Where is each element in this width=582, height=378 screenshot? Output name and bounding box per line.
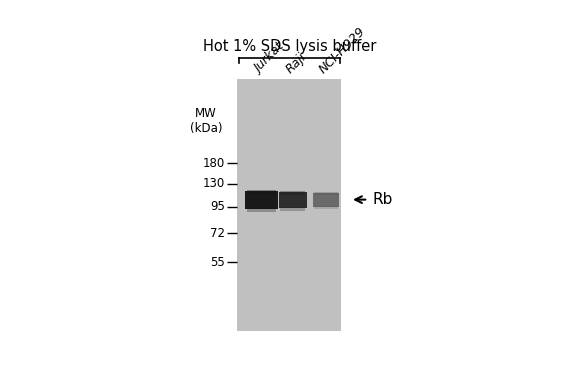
Bar [237, 79, 341, 331]
Text: 72: 72 [210, 226, 225, 240]
Text: 130: 130 [203, 177, 225, 190]
Text: 95: 95 [210, 200, 225, 214]
Text: 55: 55 [211, 256, 225, 269]
Bar [314, 192, 338, 195]
Bar [245, 191, 278, 209]
Text: Rb: Rb [372, 192, 393, 207]
Bar [281, 207, 306, 211]
Bar [313, 193, 339, 207]
Text: Jurkat: Jurkat [252, 41, 287, 76]
Bar [281, 191, 306, 195]
Text: NCI-H929: NCI-H929 [316, 25, 368, 76]
Text: Hot 1% SDS lysis buffer: Hot 1% SDS lysis buffer [203, 39, 376, 54]
Bar [247, 190, 276, 194]
Text: MW
(kDa): MW (kDa) [190, 107, 222, 135]
Bar [247, 208, 276, 212]
Text: Raji: Raji [283, 50, 309, 76]
Text: 180: 180 [203, 157, 225, 170]
Bar [314, 206, 338, 209]
Bar [279, 192, 307, 208]
